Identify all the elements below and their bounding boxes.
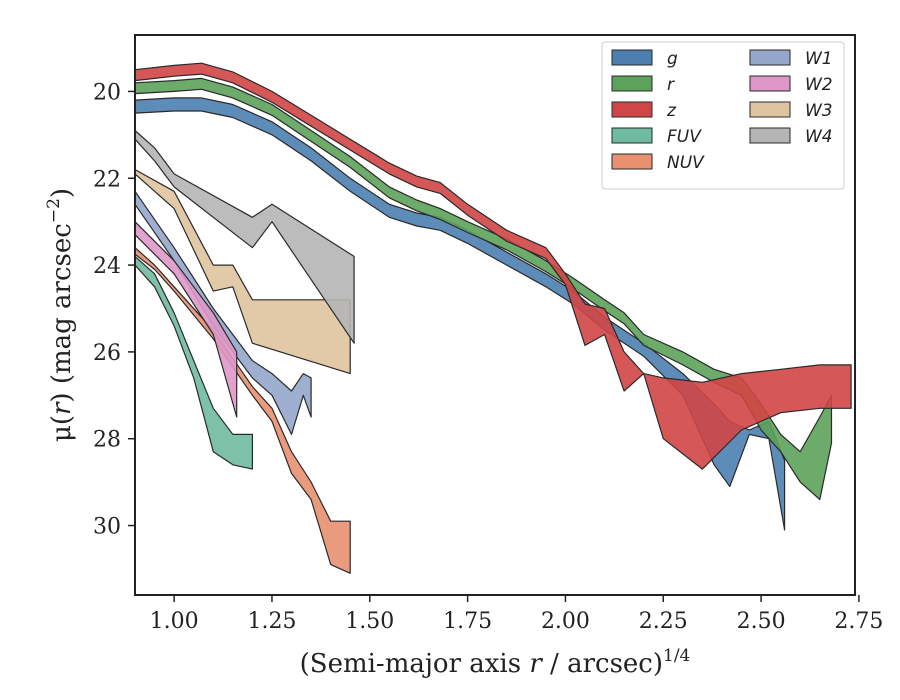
y-tick-label: 28: [93, 428, 121, 453]
legend-swatch-z: [611, 101, 653, 118]
y-tick-label: 24: [93, 254, 121, 279]
legend-swatch-fuv: [611, 127, 653, 144]
legend-swatch-w4: [749, 127, 791, 144]
x-tick-label: 2.00: [541, 609, 590, 634]
y-tick-label: 20: [93, 80, 121, 105]
legend-label-r: r: [667, 75, 675, 95]
y-axis-title-var: r: [47, 401, 77, 415]
x-tick-label: 1.00: [150, 609, 199, 634]
legend-swatch-w3: [749, 101, 791, 118]
y-tick-label: 26: [93, 341, 121, 366]
legend: grz FUV NUV W1 W2 W3 W4: [601, 41, 845, 190]
legend-label-w3: W3: [805, 101, 833, 121]
x-tick-label: 1.75: [443, 609, 492, 634]
y-tick-label: 22: [93, 167, 121, 192]
band-w3: [134, 169, 351, 375]
legend-swatch-nuv: [611, 153, 653, 170]
band-g: [134, 97, 786, 531]
legend-swatch-w2: [749, 75, 791, 92]
legend-label-g: g: [667, 49, 678, 69]
x-tick-label: 2.75: [834, 609, 883, 634]
y-axis-title: μ(r) (mag arcsec−2): [44, 188, 77, 442]
x-axis-title-exponent: 1/4: [663, 646, 690, 666]
legend-label-nuv: NUV: [667, 153, 705, 173]
band-w4: [134, 129, 355, 344]
legend-items: grz FUV NUV W1 W2 W3 W4: [611, 49, 833, 173]
legend-swatch-g: [611, 49, 653, 66]
legend-swatch-w1: [749, 49, 791, 66]
y-axis-title-close: ): [47, 188, 77, 198]
x-axis-title-var: r: [529, 649, 543, 679]
plot-frame: [134, 34, 856, 596]
legend-label-w2: W2: [805, 75, 833, 95]
x-axis-title: (Semi-major axis r / arcsec)1/4: [300, 646, 691, 679]
x-tick-label: 2.25: [639, 609, 688, 634]
x-tick-label: 1.50: [345, 609, 394, 634]
x-axis-title-main: (Semi-major axis: [300, 649, 530, 679]
legend-swatch-r: [611, 75, 653, 92]
y-axis-title-main: μ(: [47, 415, 77, 442]
x-axis-title-unit: / arcsec): [542, 649, 663, 679]
y-tick-label: 30: [93, 515, 121, 540]
legend-label-z: z: [666, 101, 677, 121]
legend-label-w1: W1: [805, 49, 833, 69]
y-axis-title-unit: ) (mag arcsec: [47, 223, 77, 402]
band-fuv: [134, 255, 253, 470]
band-series-group: [134, 62, 852, 574]
y-axis-title-exponent: −2: [44, 198, 64, 223]
band-w2: [134, 221, 238, 418]
legend-label-w4: W4: [805, 127, 833, 147]
legend-label-fuv: FUV: [667, 127, 702, 147]
band-z: [134, 62, 852, 470]
band-r: [134, 77, 833, 501]
x-axis-ticks: 1.00 1.25 1.50 1.75 2.00 2.25 2.50 2.75: [150, 595, 883, 634]
x-tick-label: 2.50: [737, 609, 786, 634]
x-tick-label: 1.25: [247, 609, 296, 634]
y-axis-ticks: 20 22 24 26 28 30: [93, 80, 135, 540]
